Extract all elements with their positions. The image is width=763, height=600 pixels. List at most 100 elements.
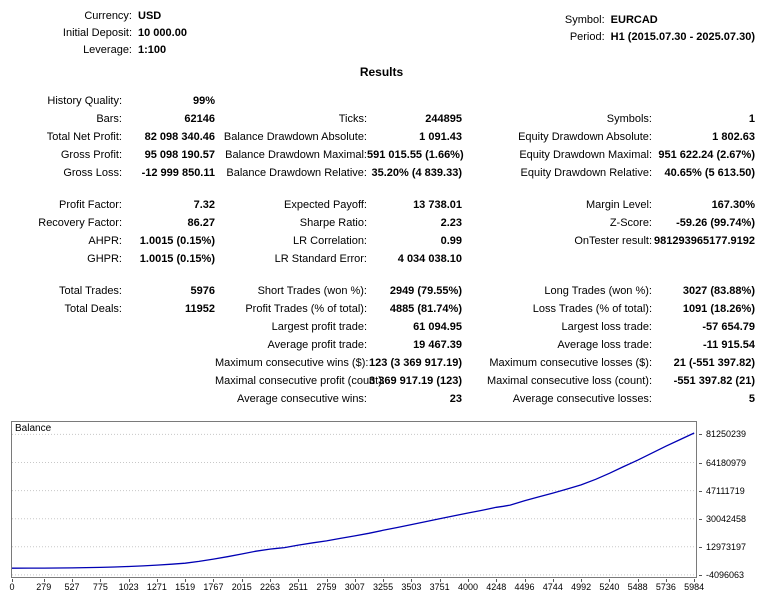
stat-label: [462, 250, 652, 268]
stat-label: History Quality:: [47, 95, 122, 107]
stats-group-gap: [8, 268, 763, 282]
stat-label: Balance Drawdown Maximal:: [225, 149, 367, 161]
x-axis-label: 5984: [684, 582, 705, 592]
stat-label: Profit Trades (% of total):: [245, 303, 367, 315]
stat-label: Average consecutive losses:: [512, 393, 652, 405]
account-info: Currency: USD Initial Deposit: 10 000.00 L…: [8, 8, 187, 59]
stats-row: Gross Profit: 95 098 190.57 Balance Drawdo…: [8, 146, 763, 164]
x-axis-tick: [156, 579, 158, 582]
stats-row: Profit Factor: 7.32 Expected Payoff: 13 738…: [8, 196, 763, 214]
stat-label: Z-Score:: [609, 217, 652, 229]
stat-label: [462, 92, 652, 110]
stats-row: Maximal consecutive profit (count): 3 369…: [8, 372, 763, 390]
leverage-value: 1:100: [138, 44, 167, 56]
x-axis-tick: [496, 579, 498, 582]
stat-label: Recovery Factor:: [38, 217, 122, 229]
stat-value: 1.0015 (0.15%): [139, 235, 215, 247]
stats-row: Bars: 62146 Ticks: 244895 Symbols: 1: [8, 110, 763, 128]
x-axis-label: 2263: [259, 582, 280, 592]
stat-label: Bars:: [96, 113, 122, 125]
stat-value: 62146: [184, 113, 215, 125]
stat-label: Largest loss trade:: [561, 321, 653, 333]
x-axis-label: 1519: [175, 582, 196, 592]
stat-value: 40.65% (5 613.50): [664, 167, 755, 179]
period-value: H1 (2015.07.30 - 2025.07.30): [610, 31, 755, 43]
stat-value: 7.32: [193, 199, 215, 211]
x-axis-label: 5240: [599, 582, 620, 592]
stats-row: History Quality: 99%: [8, 92, 763, 110]
x-axis-tick: [637, 579, 639, 582]
stat-label: Equity Drawdown Maximal:: [519, 149, 652, 161]
stat-label: Maximal consecutive loss (count):: [486, 375, 652, 387]
x-axis-tick: [241, 579, 243, 582]
stat-value: 1 802.63: [712, 131, 755, 143]
x-axis-tick: [326, 579, 328, 582]
y-axis-label: 30042458: [706, 513, 747, 524]
stat-value: [122, 318, 215, 336]
x-axis-tick: [609, 579, 611, 582]
stat-value: 591 015.55 (1.66%): [367, 149, 464, 161]
stat-value: 21 (-551 397.82): [673, 357, 755, 369]
stat-label: Total Net Profit:: [46, 131, 122, 143]
x-axis-label: 1767: [203, 582, 224, 592]
stat-label: GHPR:: [87, 253, 122, 265]
stat-value: -57 654.79: [702, 321, 755, 333]
stat-value: [652, 92, 755, 110]
currency-value: USD: [138, 10, 162, 22]
y-axis-tick: [699, 490, 702, 492]
stat-value: 95 098 190.57: [144, 149, 215, 161]
x-axis-tick: [128, 579, 130, 582]
symbol-info: Symbol: EURCAD Period: H1 (2015.07.30 - 20…: [557, 8, 755, 59]
stats-row: AHPR: 1.0015 (0.15%) LR Correlation: 0.99 On…: [8, 232, 763, 250]
stats-row: Recovery Factor: 86.27 Sharpe Ratio: 2.23 Z-…: [8, 214, 763, 232]
report-header: Currency: USD Initial Deposit: 10 000.00 L…: [0, 0, 763, 59]
stat-value: [122, 336, 215, 354]
x-axis: 0 279 527 775 1023 1271 1519 1767 2015 2263 2511 27…: [9, 579, 705, 593]
x-axis-label: 0: [9, 582, 15, 592]
x-axis-tick: [383, 579, 385, 582]
stats-row: Maximum consecutive wins ($): 123 (3 369 …: [8, 354, 763, 372]
currency-label: Currency:: [84, 10, 132, 22]
stat-label: Total Trades:: [59, 285, 122, 297]
initial-deposit-label: Initial Deposit:: [62, 27, 132, 39]
x-axis-tick: [72, 579, 74, 582]
balance-chart-plot: Balance: [11, 421, 697, 578]
period-label: Period:: [569, 31, 605, 43]
stat-label: Gross Profit:: [60, 149, 122, 161]
stats-row: GHPR: 1.0015 (0.15%) LR Standard Error: 4 0…: [8, 250, 763, 268]
x-axis-tick: [354, 579, 356, 582]
x-axis-tick: [439, 579, 441, 582]
stat-label: Equity Drawdown Relative:: [520, 167, 652, 179]
stat-label: LR Correlation:: [293, 235, 367, 247]
stat-label: Balance Drawdown Absolute:: [223, 131, 367, 143]
x-axis-tick: [213, 579, 215, 582]
stat-label: Maximum consecutive losses ($):: [489, 357, 652, 369]
stat-value: 13 738.01: [413, 199, 462, 211]
stat-label: Maximal consecutive profit (count):: [215, 375, 385, 387]
stat-label: Margin Level:: [585, 199, 652, 211]
stat-value: [122, 390, 215, 408]
stat-value: -12 999 850.11: [141, 167, 215, 179]
stat-label: Average profit trade:: [267, 339, 367, 351]
x-axis-label: 3007: [344, 582, 365, 592]
x-axis-label: 4000: [457, 582, 479, 592]
stats-row: Total Net Profit: 82 098 340.46 Balance Dr…: [8, 128, 763, 146]
stat-label: Gross Loss:: [63, 167, 122, 179]
x-axis-tick: [524, 579, 526, 582]
stat-value: 2949 (79.55%): [389, 285, 462, 297]
x-axis-label: 3503: [401, 582, 422, 592]
stat-label: Average consecutive wins:: [236, 393, 367, 405]
stat-value: 1: [748, 113, 755, 125]
stat-label: [8, 318, 122, 336]
symbol-row: Symbol: EURCAD: [557, 12, 755, 29]
stat-label: [8, 390, 122, 408]
stat-value: 4885 (81.74%): [389, 303, 462, 315]
stat-value: 5: [748, 393, 755, 405]
stat-label: OnTester result:: [574, 235, 652, 247]
stat-value: 1.0015 (0.15%): [139, 253, 215, 265]
leverage-label: Leverage:: [83, 44, 132, 56]
x-axis-tick: [269, 579, 271, 582]
stat-value: 35.20% (4 839.33): [371, 167, 462, 179]
stat-label: Symbols:: [606, 113, 652, 125]
y-axis-tick: [699, 434, 702, 436]
